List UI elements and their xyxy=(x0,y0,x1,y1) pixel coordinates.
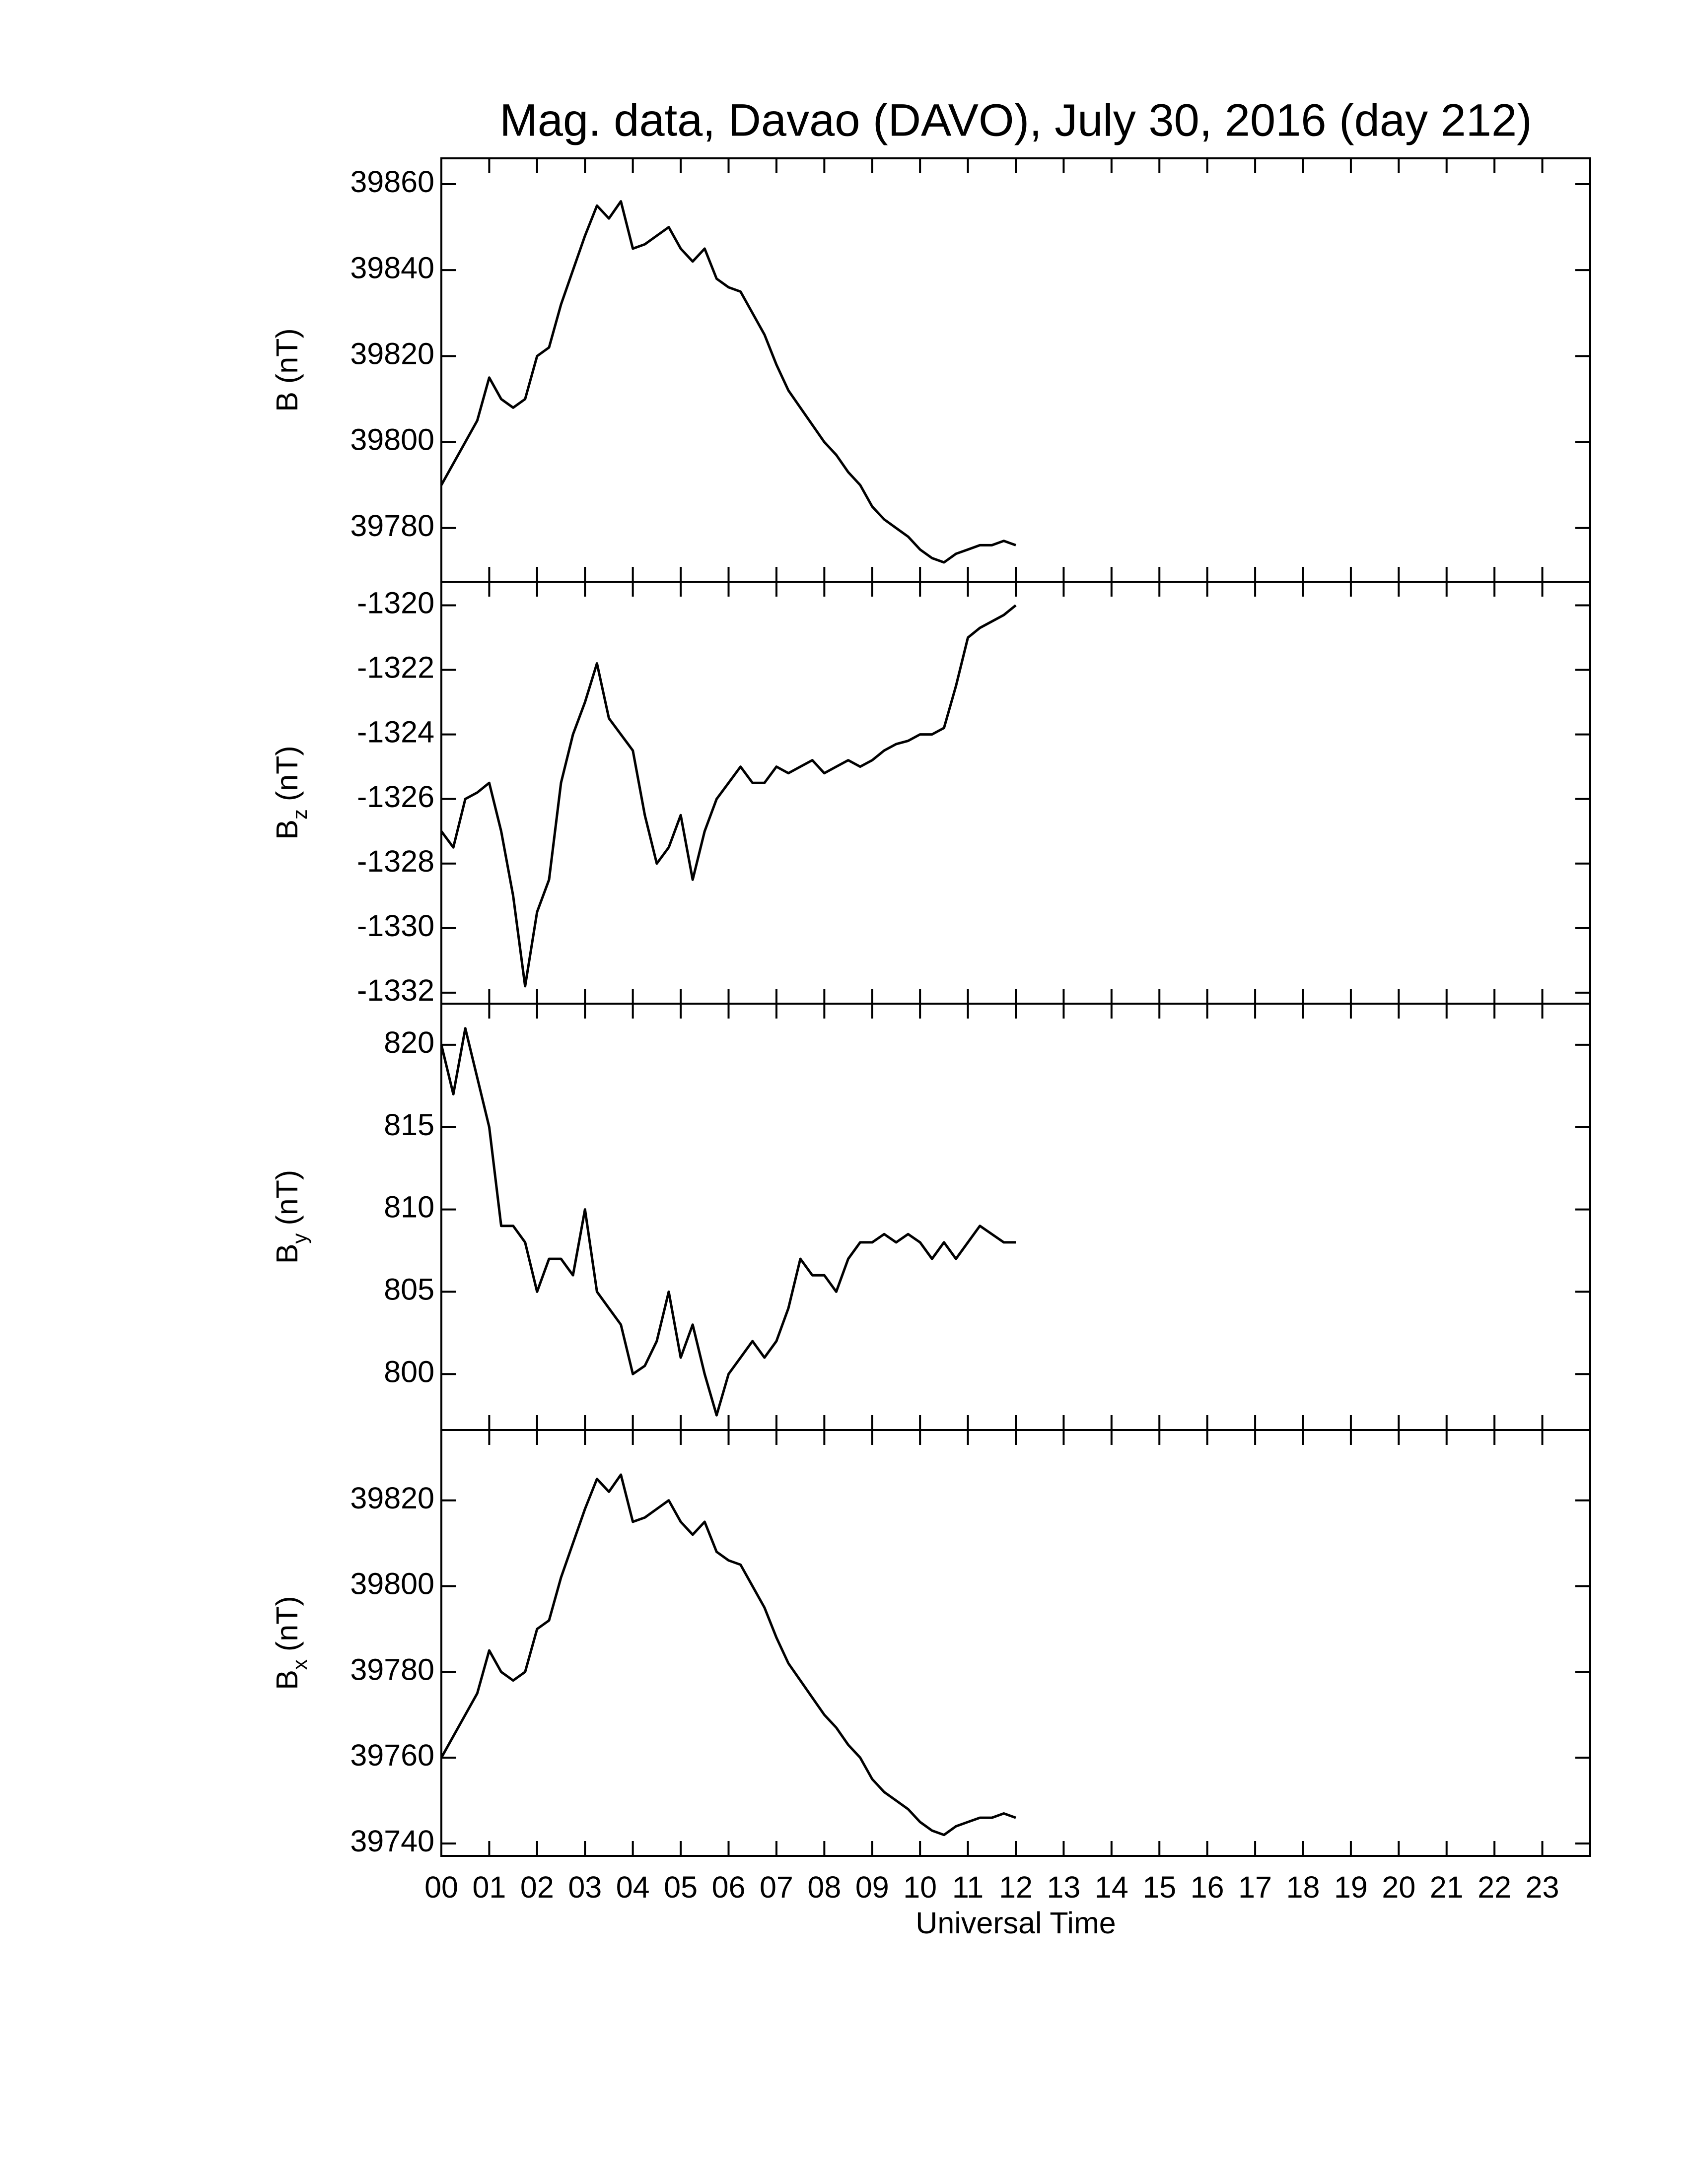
y-tick-label: 39780 xyxy=(350,509,434,543)
x-tick-label: 04 xyxy=(616,1870,650,1904)
y-tick-label: -1328 xyxy=(357,844,434,878)
y-tick-label: -1320 xyxy=(357,586,434,620)
x-tick-label: 17 xyxy=(1238,1870,1272,1904)
y-tick-label: 820 xyxy=(384,1025,434,1059)
y-axis-label: Bx (nT) xyxy=(270,1596,311,1690)
x-tick-label: 02 xyxy=(520,1870,554,1904)
x-tick-label: 12 xyxy=(999,1870,1033,1904)
y-tick-label: 39820 xyxy=(350,1481,434,1515)
y-label-unit: (nT) xyxy=(270,328,304,384)
y-label-subscript: y xyxy=(288,1233,311,1244)
x-tick-label: 15 xyxy=(1142,1870,1176,1904)
y-tick-label: -1330 xyxy=(357,909,434,943)
x-tick-label: 01 xyxy=(472,1870,506,1904)
y-tick-label: 39860 xyxy=(350,165,434,199)
y-tick-label: 39760 xyxy=(350,1738,434,1772)
y-tick-label: 800 xyxy=(384,1355,434,1388)
x-tick-label: 10 xyxy=(903,1870,937,1904)
y-tick-label: 39780 xyxy=(350,1652,434,1686)
y-tick-label: 815 xyxy=(384,1108,434,1142)
y-label-symbol: B xyxy=(270,819,304,840)
x-tick-label: 16 xyxy=(1191,1870,1224,1904)
y-label-unit: (nT) xyxy=(270,746,304,801)
y-label-symbol: B xyxy=(270,1670,304,1690)
x-tick-label: 06 xyxy=(712,1870,746,1904)
x-axis-label: Universal Time xyxy=(915,1906,1116,1940)
x-tick-label: 21 xyxy=(1430,1870,1464,1904)
x-tick-label: 13 xyxy=(1047,1870,1080,1904)
x-tick-label: 20 xyxy=(1382,1870,1415,1904)
y-tick-label: -1322 xyxy=(357,651,434,684)
y-label-symbol: B xyxy=(270,392,304,412)
x-tick-label: 18 xyxy=(1286,1870,1320,1904)
y-tick-label: 39840 xyxy=(350,251,434,284)
y-axis-label: By (nT) xyxy=(270,1170,311,1264)
x-tick-label: 05 xyxy=(664,1870,698,1904)
y-tick-label: 810 xyxy=(384,1190,434,1224)
y-tick-label: -1326 xyxy=(357,780,434,814)
y-tick-label: 39740 xyxy=(350,1824,434,1858)
x-tick-label: 03 xyxy=(568,1870,602,1904)
y-tick-label: 39800 xyxy=(350,423,434,457)
y-tick-label: -1324 xyxy=(357,715,434,749)
y-tick-label: 39800 xyxy=(350,1567,434,1601)
data-line xyxy=(440,1027,1016,1417)
y-label-symbol: B xyxy=(270,1244,304,1264)
x-tick-label: 07 xyxy=(760,1870,793,1904)
y-axis-label: Bz (nT) xyxy=(270,746,311,840)
data-line xyxy=(440,200,1016,564)
y-label-unit: (nT) xyxy=(270,1170,304,1226)
x-tick-label: 11 xyxy=(952,1870,984,1904)
y-label-unit: (nT) xyxy=(270,1596,304,1651)
x-tick-label: 08 xyxy=(807,1870,841,1904)
y-tick-label: 39820 xyxy=(350,337,434,370)
data-line xyxy=(440,1473,1016,1837)
x-tick-label: 23 xyxy=(1526,1870,1559,1904)
y-label-subscript: x xyxy=(288,1659,311,1670)
x-tick-label: 14 xyxy=(1095,1870,1128,1904)
x-tick-label: 09 xyxy=(855,1870,889,1904)
y-tick-label: -1332 xyxy=(357,973,434,1007)
x-tick-label: 22 xyxy=(1477,1870,1511,1904)
x-tick-label: 19 xyxy=(1334,1870,1368,1904)
chart-title: Mag. data, Davao (DAVO), July 30, 2016 (… xyxy=(499,95,1532,145)
y-label-subscript: z xyxy=(288,809,311,819)
data-line xyxy=(440,604,1017,988)
y-tick-label: 805 xyxy=(384,1273,434,1306)
x-tick-label: 00 xyxy=(424,1870,458,1904)
y-axis-label: B (nT) xyxy=(270,328,304,412)
